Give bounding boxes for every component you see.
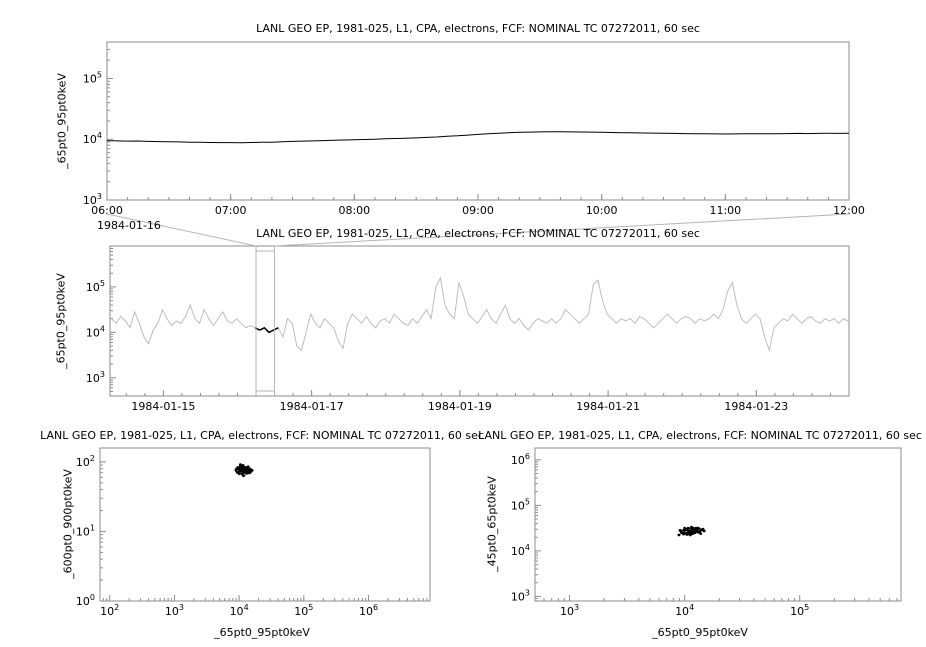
y-axis-label-top: _65pt0_95pt0keV (55, 73, 69, 169)
svg-text:101: 101 (76, 523, 95, 538)
svg-text:1984-01-19: 1984-01-19 (428, 400, 492, 413)
svg-text:106: 106 (359, 603, 378, 618)
svg-text:1984-01-21: 1984-01-21 (576, 400, 640, 413)
y-axis-label-context: _65pt0_95pt0keV (54, 273, 68, 369)
x-axis-label-bottom-left: _65pt0_95pt0keV (214, 626, 310, 639)
svg-text:102: 102 (100, 603, 119, 618)
svg-text:103: 103 (511, 588, 530, 603)
svg-text:105: 105 (511, 497, 530, 512)
y-axis-label-bottom-right: _45pt0_65pt0keV (485, 476, 499, 572)
context-timeseries-plot[interactable]: 103 104 105 1984-01-15 1984-01-17 1984-01-19 1… (86, 245, 850, 413)
chart-title-bottom-left: LANL GEO EP, 1981-025, L1, CPA, electron… (40, 429, 484, 442)
svg-text:104: 104 (83, 131, 102, 146)
context-timeseries-ticks: 103 104 105 1984-01-15 1984-01-17 1984-01-19 1… (86, 247, 850, 413)
chart-title-context: LANL GEO EP, 1981-025, L1, CPA, electron… (256, 227, 700, 240)
chart-title-top: LANL GEO EP, 1981-025, L1, CPA, electron… (256, 22, 700, 35)
chart-title-bottom-right: LANL GEO EP, 1981-025, L1, CPA, electron… (478, 429, 922, 442)
svg-text:104: 104 (86, 324, 105, 339)
x-axis-label-bottom-right: _65pt0_95pt0keV (652, 626, 748, 639)
svg-text:103: 103 (86, 370, 105, 385)
svg-text:104: 104 (230, 603, 249, 618)
svg-text:11:00: 11:00 (709, 204, 741, 217)
x-axis-context-date: 1984-01-16 (97, 219, 161, 232)
top-timeseries-series (106, 131, 850, 144)
scatter-45-65-plot[interactable]: 103 104 105 106 103 104 105 (511, 447, 902, 618)
svg-text:102: 102 (76, 454, 95, 469)
svg-text:08:00: 08:00 (338, 204, 370, 217)
scatter-600-900-ticks: 100 101 102 102 103 104 105 106 (76, 454, 428, 618)
svg-text:103: 103 (560, 603, 579, 618)
svg-text:105: 105 (294, 603, 313, 618)
y-axis-label-bottom-left: _600pt0_900pt0keV (61, 469, 75, 579)
svg-text:10:00: 10:00 (586, 204, 618, 217)
scatter-600-900-plot[interactable]: 100 101 102 102 103 104 105 106 (76, 447, 431, 618)
svg-text:1984-01-23: 1984-01-23 (724, 400, 788, 413)
scatter-45-65-ticks: 103 104 105 106 103 104 105 (511, 452, 898, 618)
svg-text:103: 103 (165, 603, 184, 618)
svg-text:105: 105 (790, 603, 809, 618)
svg-text:06:00: 06:00 (91, 204, 123, 217)
svg-text:106: 106 (511, 452, 530, 467)
svg-text:12:00: 12:00 (833, 204, 865, 217)
svg-text:104: 104 (511, 543, 530, 558)
svg-text:104: 104 (675, 603, 694, 618)
svg-text:105: 105 (83, 70, 102, 85)
svg-text:1984-01-17: 1984-01-17 (280, 400, 344, 413)
zoom-selection-connector[interactable] (106, 213, 850, 396)
svg-text:105: 105 (86, 279, 105, 294)
context-timeseries-series (111, 276, 849, 353)
svg-text:100: 100 (76, 593, 95, 608)
svg-text:09:00: 09:00 (462, 204, 494, 217)
svg-text:07:00: 07:00 (215, 204, 247, 217)
svg-text:1984-01-15: 1984-01-15 (131, 400, 195, 413)
